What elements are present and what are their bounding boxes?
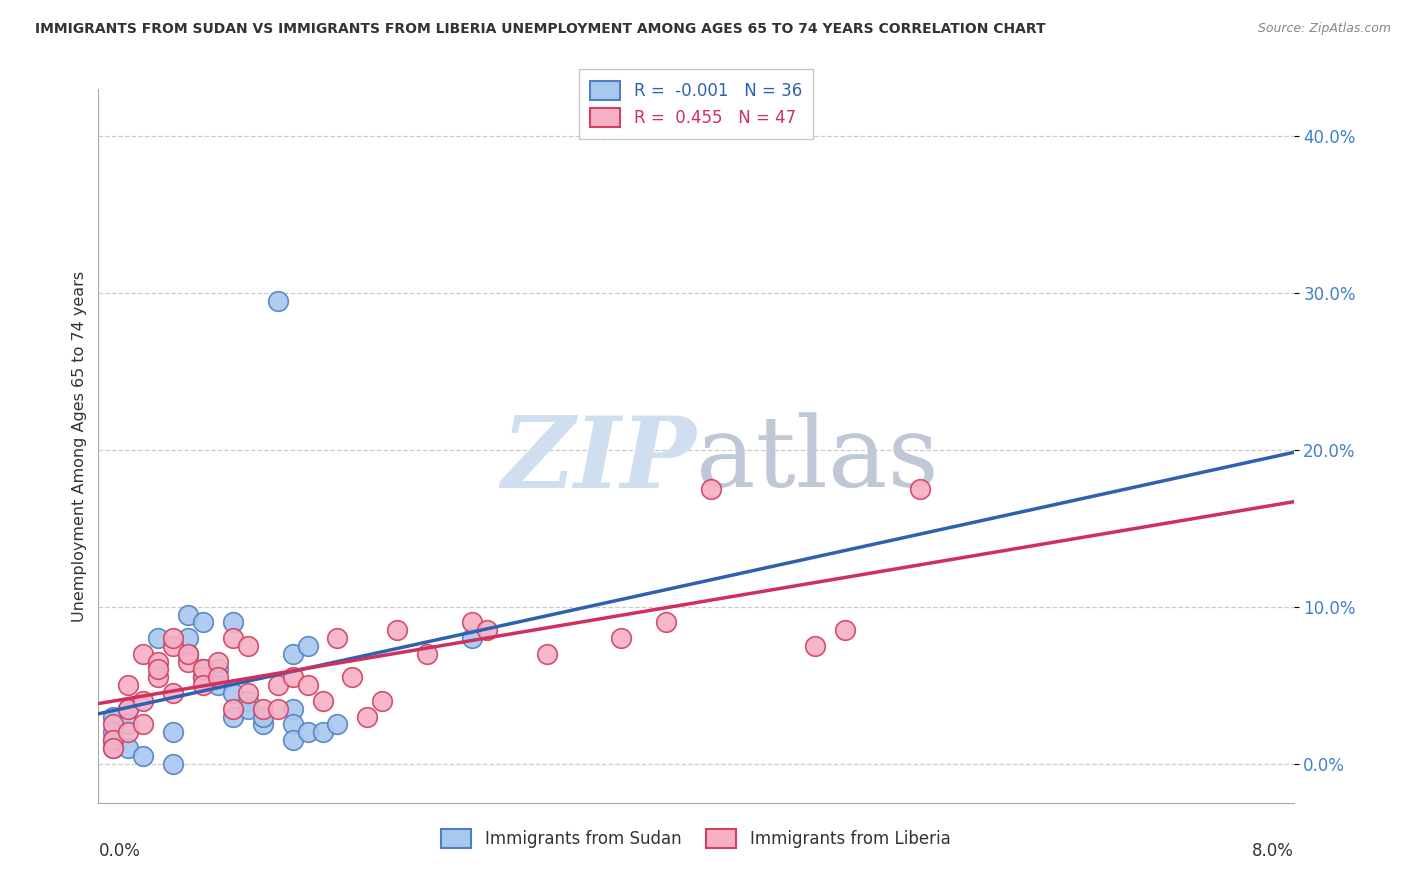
Point xyxy=(416,647,439,661)
Point xyxy=(356,709,378,723)
Point xyxy=(103,717,125,731)
Point xyxy=(132,694,155,708)
Point xyxy=(132,647,155,661)
Point xyxy=(252,702,274,716)
Point xyxy=(103,709,125,723)
Point xyxy=(236,639,259,653)
Point xyxy=(207,678,229,692)
Point xyxy=(103,733,125,747)
Point xyxy=(103,740,125,755)
Point xyxy=(162,631,184,645)
Text: IMMIGRANTS FROM SUDAN VS IMMIGRANTS FROM LIBERIA UNEMPLOYMENT AMONG AGES 65 TO 7: IMMIGRANTS FROM SUDAN VS IMMIGRANTS FROM… xyxy=(35,22,1046,37)
Point xyxy=(297,639,319,653)
Point xyxy=(162,725,184,739)
Point xyxy=(162,686,184,700)
Point xyxy=(281,702,304,716)
Point xyxy=(281,733,304,747)
Point xyxy=(252,717,274,731)
Point xyxy=(475,624,498,638)
Point xyxy=(148,655,170,669)
Point xyxy=(117,717,139,731)
Point xyxy=(281,670,304,684)
Point xyxy=(103,725,125,739)
Point xyxy=(655,615,678,630)
Point xyxy=(222,686,245,700)
Point xyxy=(326,631,349,645)
Point xyxy=(834,624,856,638)
Point xyxy=(177,647,200,661)
Point xyxy=(207,663,229,677)
Point xyxy=(610,631,633,645)
Point xyxy=(311,694,333,708)
Point xyxy=(162,639,184,653)
Point xyxy=(191,670,214,684)
Point xyxy=(342,670,364,684)
Point xyxy=(297,678,319,692)
Point xyxy=(281,647,304,661)
Point xyxy=(191,670,214,684)
Text: Source: ZipAtlas.com: Source: ZipAtlas.com xyxy=(1258,22,1392,36)
Point xyxy=(132,748,155,763)
Point xyxy=(117,725,139,739)
Point xyxy=(461,615,484,630)
Point xyxy=(804,639,827,653)
Point xyxy=(103,733,125,747)
Point xyxy=(536,647,558,661)
Text: 0.0%: 0.0% xyxy=(98,842,141,860)
Point xyxy=(267,702,290,716)
Point xyxy=(177,647,200,661)
Point xyxy=(207,655,229,669)
Point xyxy=(311,725,333,739)
Point xyxy=(148,663,170,677)
Legend: Immigrants from Sudan, Immigrants from Liberia: Immigrants from Sudan, Immigrants from L… xyxy=(434,822,957,855)
Point xyxy=(700,482,723,496)
Point xyxy=(103,740,125,755)
Point xyxy=(117,702,139,716)
Point xyxy=(222,615,245,630)
Point xyxy=(117,740,139,755)
Text: 8.0%: 8.0% xyxy=(1251,842,1294,860)
Point xyxy=(162,756,184,771)
Point xyxy=(191,663,214,677)
Point xyxy=(191,678,214,692)
Text: atlas: atlas xyxy=(696,412,939,508)
Point xyxy=(222,709,245,723)
Point xyxy=(267,678,290,692)
Point xyxy=(252,709,274,723)
Point xyxy=(297,725,319,739)
Point xyxy=(148,670,170,684)
Point xyxy=(191,663,214,677)
Point xyxy=(207,670,229,684)
Point xyxy=(177,607,200,622)
Point xyxy=(236,694,259,708)
Point xyxy=(385,624,409,638)
Point xyxy=(461,631,484,645)
Point xyxy=(371,694,394,708)
Point xyxy=(236,702,259,716)
Point xyxy=(177,631,200,645)
Point xyxy=(117,678,139,692)
Point xyxy=(267,293,290,308)
Point xyxy=(222,702,245,716)
Point xyxy=(236,686,259,700)
Point xyxy=(148,631,170,645)
Point xyxy=(326,717,349,731)
Point xyxy=(281,717,304,731)
Point xyxy=(132,717,155,731)
Point xyxy=(222,631,245,645)
Text: ZIP: ZIP xyxy=(501,412,696,508)
Point xyxy=(908,482,931,496)
Point xyxy=(191,615,214,630)
Y-axis label: Unemployment Among Ages 65 to 74 years: Unemployment Among Ages 65 to 74 years xyxy=(72,270,87,622)
Point xyxy=(117,702,139,716)
Point xyxy=(177,655,200,669)
